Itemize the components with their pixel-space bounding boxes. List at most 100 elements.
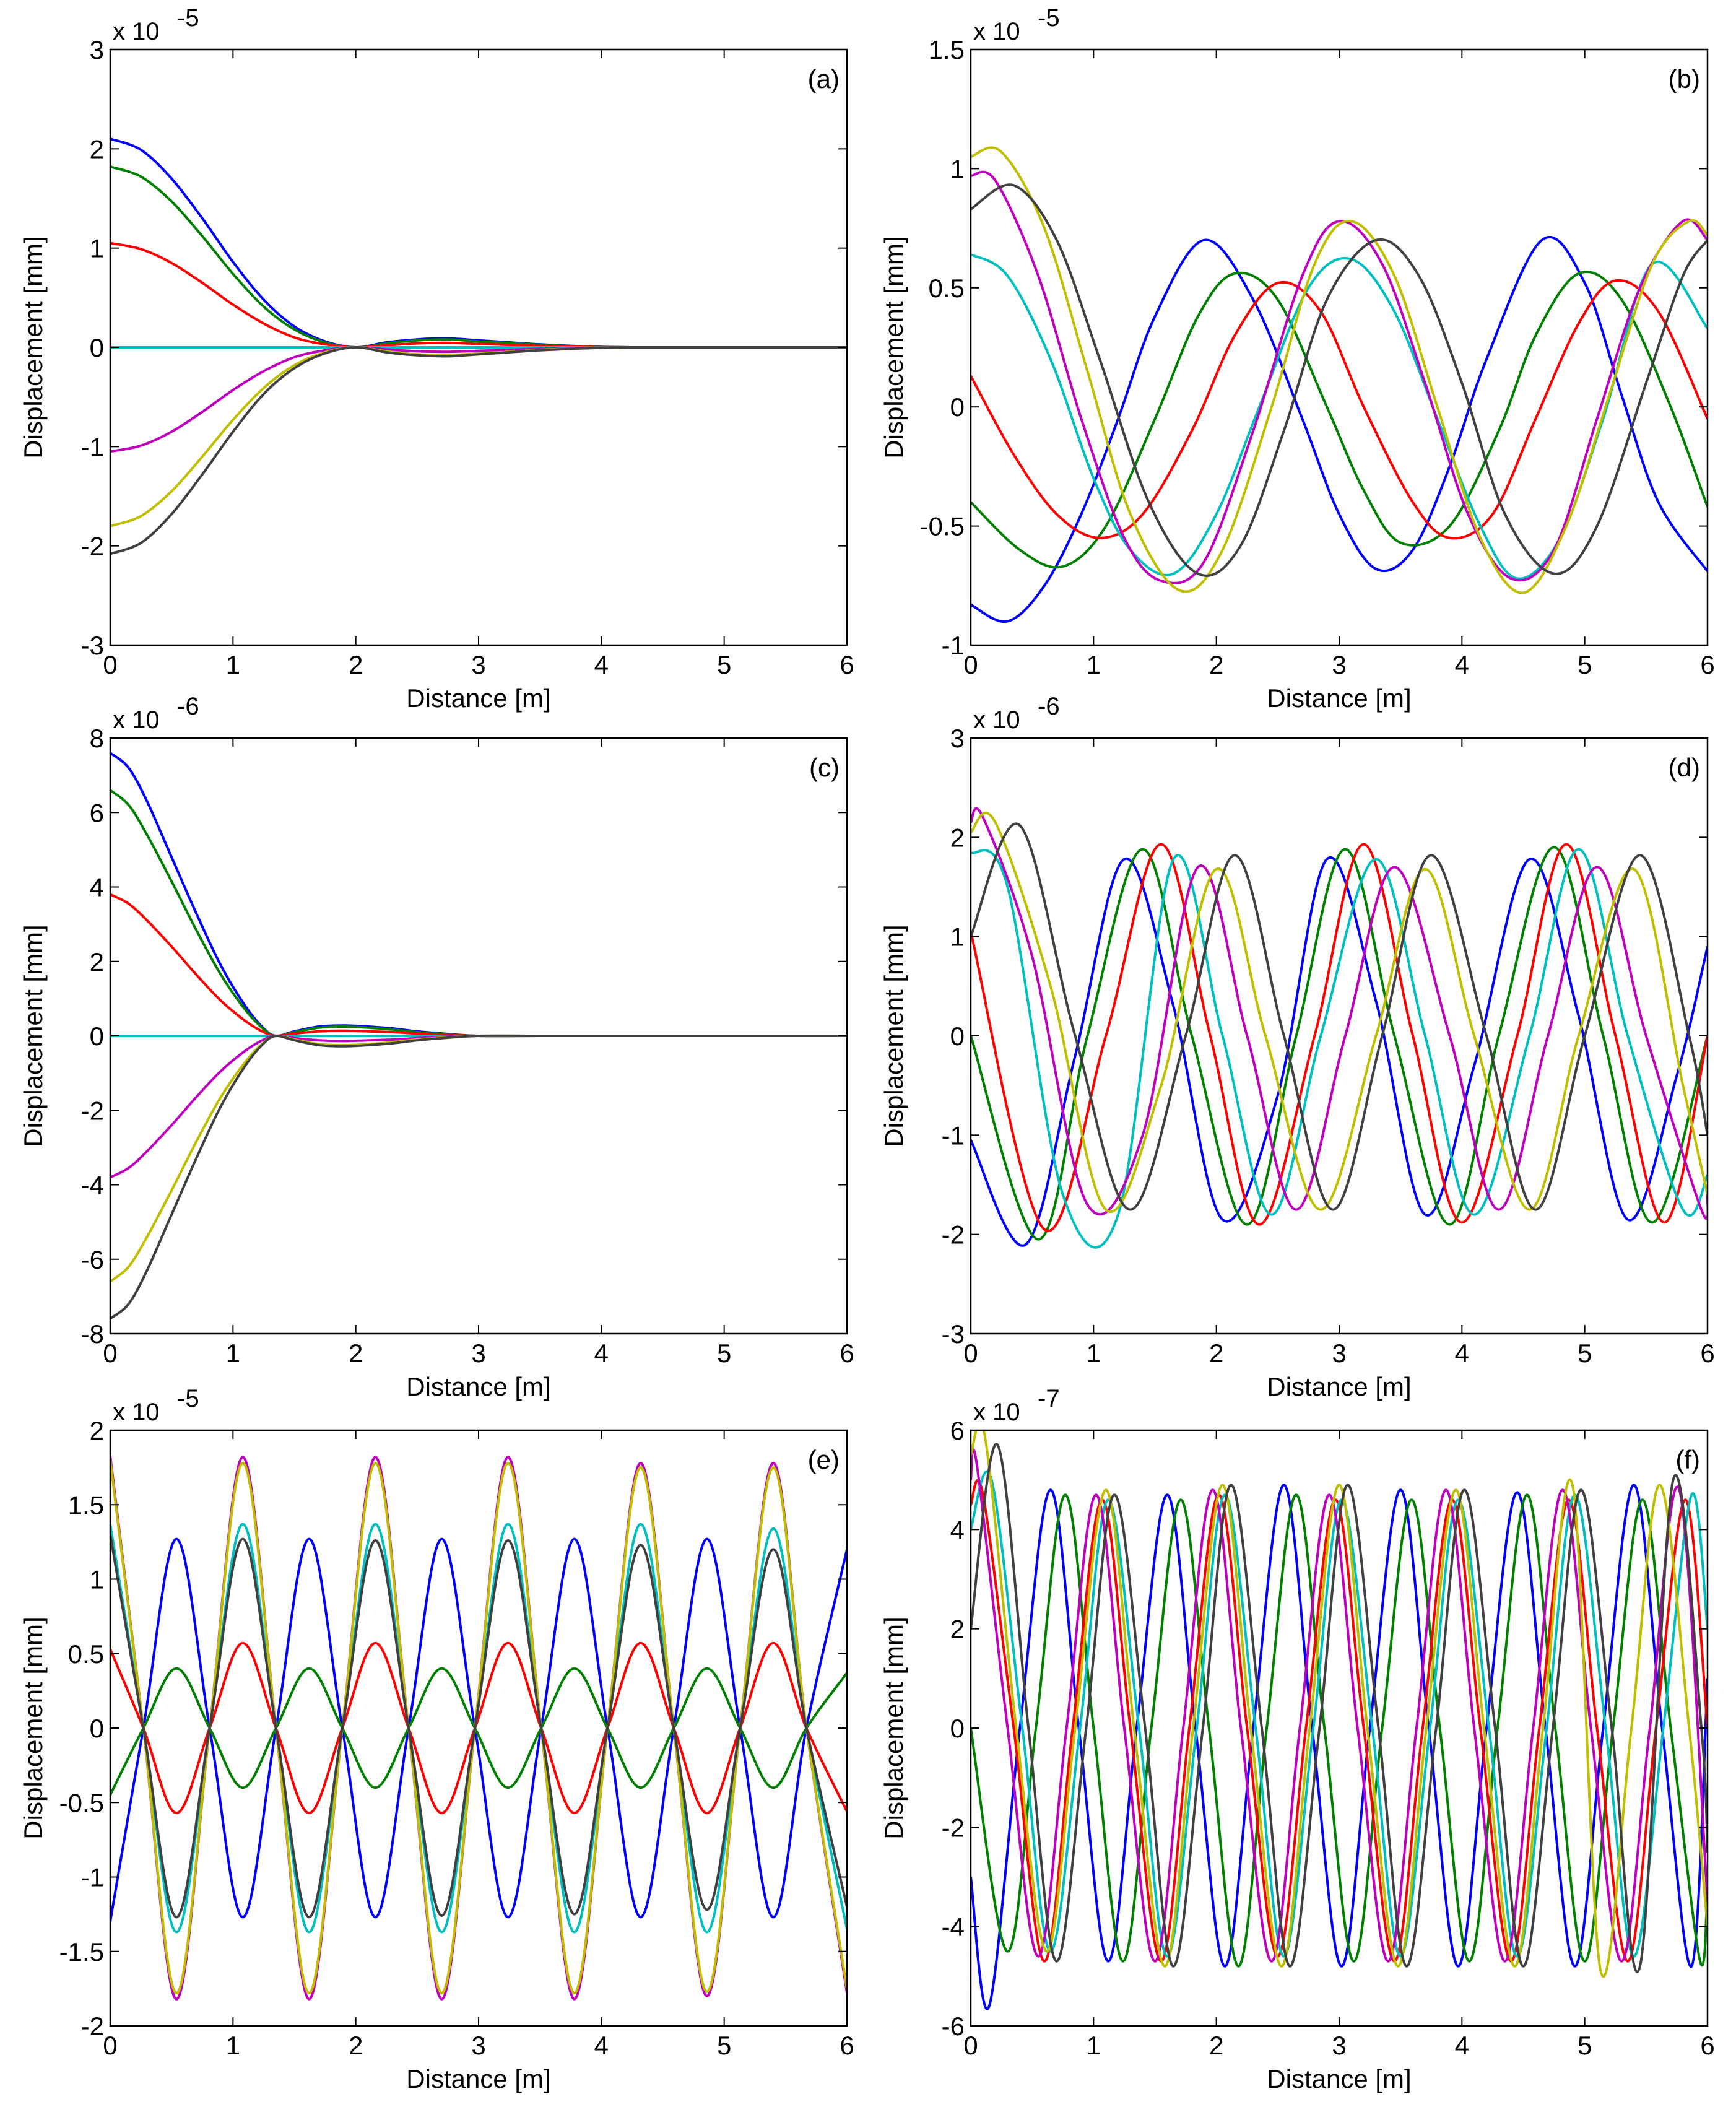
x-tick-label: 5 xyxy=(1578,2031,1592,2060)
x-tick-label: 6 xyxy=(1700,650,1714,679)
x-tick-label: 6 xyxy=(840,1339,854,1368)
x-tick-label: 2 xyxy=(349,650,363,679)
series-line-s5 xyxy=(971,807,1708,1220)
series-line-s7 xyxy=(971,822,1708,1211)
y-multiplier: x 10 xyxy=(973,706,1020,734)
y-multiplier: x 10 xyxy=(113,18,160,45)
x-tick-label: 3 xyxy=(471,650,485,679)
x-tick-label: 0 xyxy=(963,650,978,679)
x-tick-label: 4 xyxy=(1455,2031,1469,2060)
x-axis-label: Distance [m] xyxy=(406,684,550,713)
x-tick-label: 0 xyxy=(963,1339,978,1368)
y-tick-label: -8 xyxy=(81,1319,104,1349)
chart-panel-c: 0 1 2 3 4 5 6 -8 -6 -4 -2 0 2 4 6 8 x 10 -6 (c) Distance [m… xyxy=(19,693,854,1401)
x-tick-label: 4 xyxy=(1455,1339,1469,1368)
y-exponent: -5 xyxy=(177,1385,199,1412)
y-tick-label: 1.5 xyxy=(929,35,965,64)
y-tick-label: -4 xyxy=(942,1913,965,1942)
y-axis-label: Displacement [mm] xyxy=(879,1617,908,1839)
x-tick-label: 5 xyxy=(1578,1339,1592,1368)
y-axis-label: Displacement [mm] xyxy=(19,924,48,1147)
y-tick-label: 2 xyxy=(90,947,104,976)
x-tick-label: 2 xyxy=(1209,2031,1223,2060)
x-tick-label: 1 xyxy=(226,2031,240,2060)
series-group xyxy=(110,1455,847,2001)
x-tick-label: 1 xyxy=(1087,650,1101,679)
x-tick-label: 5 xyxy=(717,1339,731,1368)
series-line-s2 xyxy=(971,846,1708,1241)
y-tick-label: -3 xyxy=(81,631,104,660)
x-axis-label: Distance [m] xyxy=(1267,684,1411,713)
y-tick-label: -2 xyxy=(942,1220,965,1249)
series-line-s7 xyxy=(971,1443,1708,1973)
chart-panel-d: 0 1 2 3 4 5 6 -3 -2 -1 0 1 2 3 x 10 -6 (d) Distance [m] Di… xyxy=(879,693,1715,1401)
y-tick-label: 6 xyxy=(90,798,104,827)
y-tick-label: -3 xyxy=(942,1319,965,1349)
x-tick-label: 0 xyxy=(103,2031,117,2060)
chart-panel-a: 0 1 2 3 4 5 6 -3 -2 -1 0 1 2 3 x 10 -5 (a) Distance [m] Di… xyxy=(19,4,854,713)
chart-panel-f: 0 1 2 3 4 5 6 -6 -4 -2 0 2 4 6 x 10 -7 (f) Distance [m] Di… xyxy=(879,1385,1715,2093)
y-tick-label: 1 xyxy=(90,234,104,263)
y-tick-label: 0 xyxy=(90,1714,104,1743)
y-tick-label: 4 xyxy=(950,1515,965,1544)
x-tick-label: 1 xyxy=(226,1339,240,1368)
series-line-s5 xyxy=(971,1448,1708,1963)
y-multiplier: x 10 xyxy=(973,18,1020,45)
x-tick-label: 4 xyxy=(1455,650,1469,679)
y-tick-label: 0 xyxy=(90,1022,104,1051)
y-tick-label: 2 xyxy=(90,1416,104,1445)
x-tick-label: 5 xyxy=(717,2031,731,2060)
y-axis-label: Displacement [mm] xyxy=(19,1617,48,1839)
x-axis-label: Distance [m] xyxy=(406,1372,550,1401)
y-tick-label: -0.5 xyxy=(920,512,965,541)
x-tick-label: 2 xyxy=(349,1339,363,1368)
series-line-s3 xyxy=(971,279,1708,540)
x-tick-label: 4 xyxy=(594,650,609,679)
x-tick-label: 6 xyxy=(1700,2031,1714,2060)
x-tick-label: 1 xyxy=(1087,1339,1101,1368)
x-tick-label: 6 xyxy=(1700,1339,1714,1368)
series-line-s1 xyxy=(971,235,1708,623)
x-axis-label: Distance [m] xyxy=(1267,2064,1411,2093)
x-tick-label: 5 xyxy=(717,650,731,679)
x-tick-label: 0 xyxy=(963,2031,978,2060)
y-tick-label: 1 xyxy=(90,1565,104,1594)
series-line-s6 xyxy=(971,146,1708,594)
y-tick-label: 2 xyxy=(950,1615,965,1644)
x-tick-label: 3 xyxy=(471,2031,485,2060)
series-line-s7 xyxy=(110,1034,847,1320)
y-tick-label: -2 xyxy=(81,532,104,561)
y-tick-label: 3 xyxy=(90,35,104,64)
y-tick-label: -1 xyxy=(942,631,965,660)
y-tick-label: 6 xyxy=(950,1416,965,1445)
x-tick-label: 1 xyxy=(1087,2031,1101,2060)
panel-label: (b) xyxy=(1669,64,1700,93)
series-group xyxy=(971,1430,1708,2010)
chart-panel-e: 0 1 2 3 4 5 6 -2 -1.5 -1 -0.5 0 0.5 1 1.5 2 x 10 -5 (e) Dis… xyxy=(19,1385,854,2093)
x-tick-label: 4 xyxy=(594,1339,609,1368)
y-tick-label: -1 xyxy=(81,1863,104,1892)
series-line-s1 xyxy=(971,856,1708,1247)
x-tick-label: 6 xyxy=(840,2031,854,2060)
y-tick-label: 3 xyxy=(950,724,965,753)
x-tick-label: 5 xyxy=(1578,650,1592,679)
y-exponent: -5 xyxy=(177,4,199,32)
x-axis-label: Distance [m] xyxy=(1267,1372,1411,1401)
y-tick-label: 0 xyxy=(90,333,104,362)
series-line-s6 xyxy=(971,811,1708,1213)
chart-panel-b: 0 1 2 3 4 5 6 -1 -0.5 0 0.5 1 1.5 x 10 -5 (b) Distance [… xyxy=(879,4,1715,713)
y-exponent: -6 xyxy=(177,693,199,720)
y-multiplier: x 10 xyxy=(973,1399,1020,1426)
y-tick-label: -0.5 xyxy=(59,1788,104,1817)
y-tick-label: 2 xyxy=(950,823,965,852)
x-tick-label: 0 xyxy=(103,1339,117,1368)
series-group xyxy=(110,137,847,555)
series-line-s2 xyxy=(971,1493,1708,1968)
series-line-s7 xyxy=(971,183,1708,577)
x-tick-label: 2 xyxy=(349,2031,363,2060)
y-multiplier: x 10 xyxy=(113,706,160,734)
series-line-s7 xyxy=(110,345,847,555)
y-tick-label: -2 xyxy=(81,1096,104,1125)
series-group xyxy=(971,807,1708,1249)
x-tick-label: 2 xyxy=(1209,650,1223,679)
